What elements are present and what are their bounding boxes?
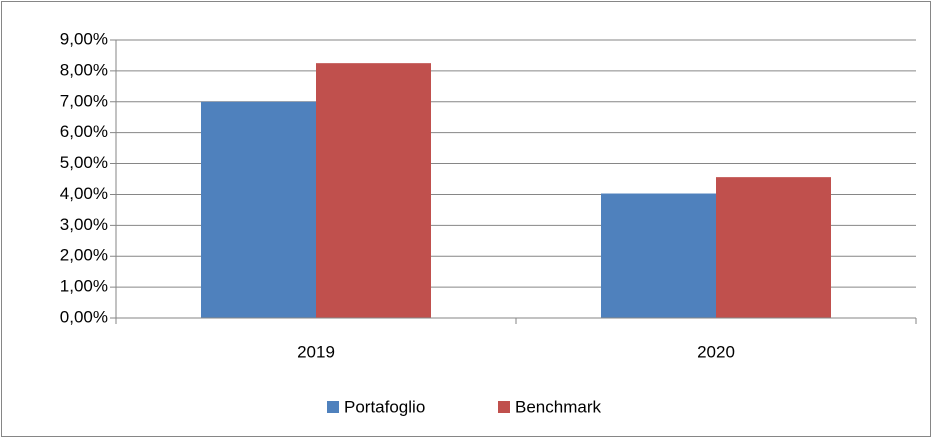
legend-swatch [498,401,510,413]
y-tick-label: 0,00% [60,307,108,326]
bar [601,193,716,318]
legend-label: Portafoglio [344,397,425,416]
bar [201,101,316,319]
y-tick-label: 8,00% [60,60,108,79]
legend-label: Benchmark [515,397,601,416]
y-tick-label: 6,00% [60,122,108,141]
x-tick-label: 2019 [297,342,335,361]
legend-swatch [327,401,339,413]
y-tick-label: 7,00% [60,91,108,110]
x-tick-label: 2020 [697,342,735,361]
y-tick-label: 4,00% [60,184,108,203]
y-tick-label: 9,00% [60,29,108,48]
bar [316,63,431,318]
y-tick-label: 1,00% [60,277,108,296]
bar [716,177,831,318]
y-tick-label: 5,00% [60,153,108,172]
y-tick-label: 3,00% [60,215,108,234]
y-tick-label: 2,00% [60,246,108,265]
